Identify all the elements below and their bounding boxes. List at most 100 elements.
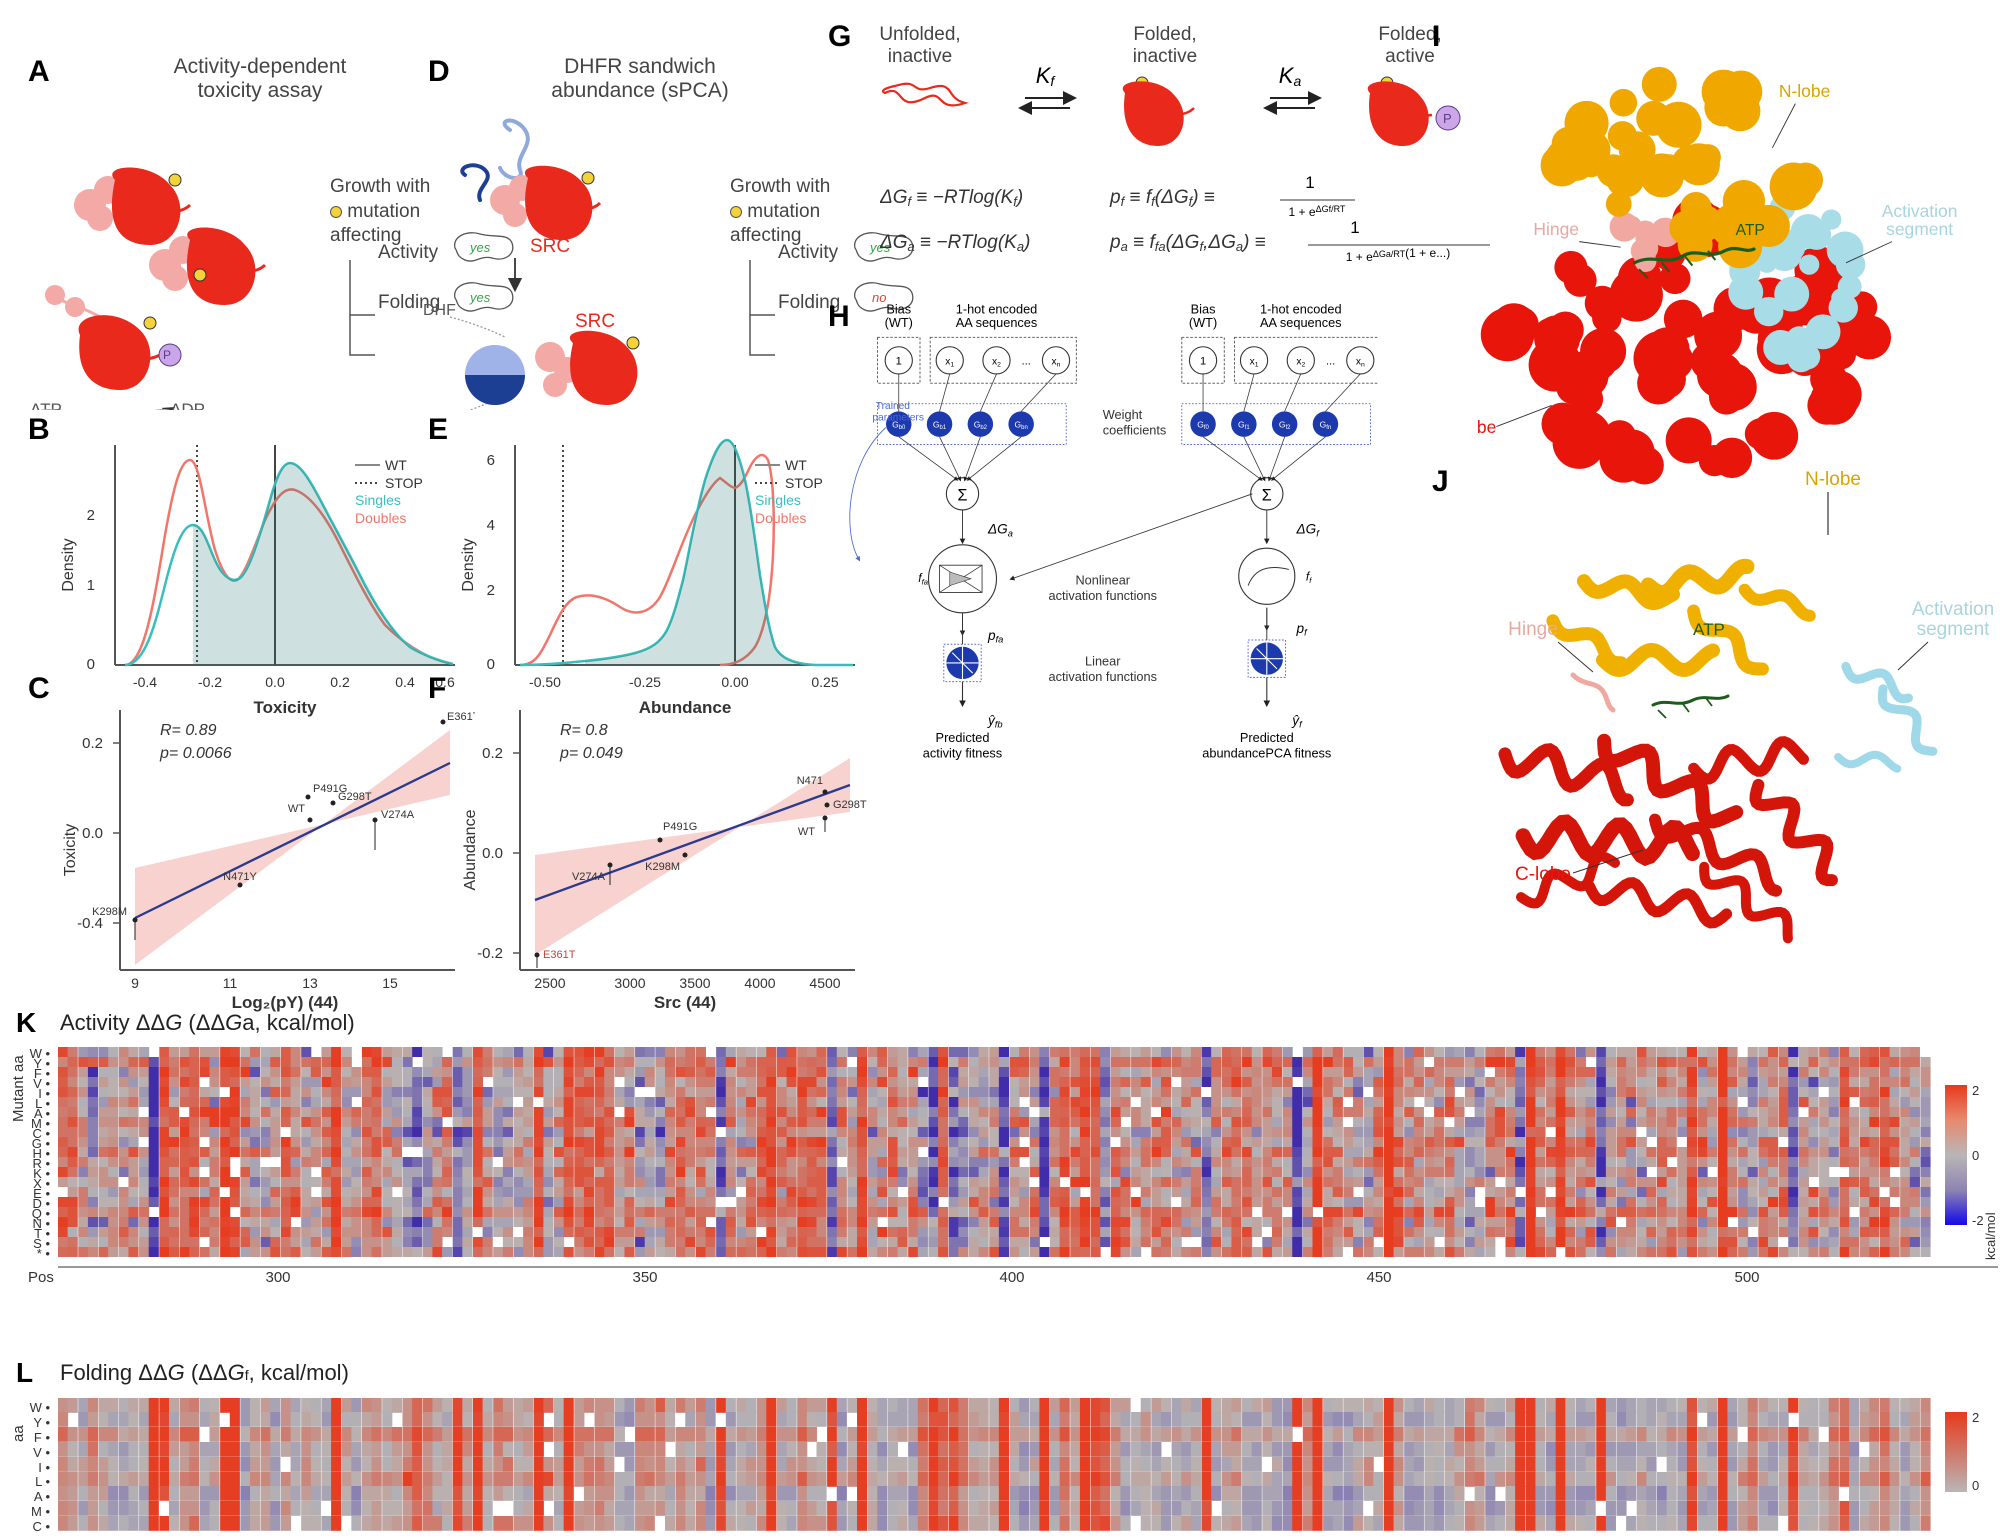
svg-text:...: ... [1022,356,1031,368]
svg-text:9: 9 [131,975,139,991]
svg-text:3000: 3000 [614,975,645,991]
svg-text:-0.25: -0.25 [629,674,661,690]
svg-text:2: 2 [1972,1083,1979,1098]
svg-text:Unfolded,: Unfolded, [880,24,961,45]
svg-text:1-hot encoded: 1-hot encoded [1260,302,1342,317]
svg-text:P: P [1443,111,1452,126]
svg-text:segment: segment [1886,219,1953,239]
svg-text:G298T: G298T [833,799,867,811]
svg-text:0.0: 0.0 [265,674,285,690]
svg-text:...: ... [1326,356,1335,368]
svg-text:WT: WT [798,826,815,838]
svg-text:1: 1 [87,577,95,594]
svg-text:0.0: 0.0 [482,845,503,862]
svg-text:p= 0.0066: p= 0.0066 [159,745,232,762]
svg-text:Σ: Σ [1262,487,1272,505]
svg-text:0.4: 0.4 [395,674,415,690]
svg-text:activation functions: activation functions [1049,588,1157,603]
svg-text:kcal/mol: kcal/mol [1983,1212,1998,1260]
svg-text:3500: 3500 [679,975,710,991]
svg-text:-0.2: -0.2 [198,674,222,690]
svg-text:ff: ff [1306,570,1312,586]
svg-text:1 + eΔGf/RT: 1 + eΔGf/RT [1289,204,1346,219]
svg-text:Linear: Linear [1085,654,1121,669]
svg-text:N471: N471 [797,775,823,787]
svg-text:WT: WT [385,457,407,473]
svg-text:2500: 2500 [534,975,565,991]
svg-text:Σ: Σ [958,487,968,505]
svg-text:K298M: K298M [92,906,127,918]
svg-text:ΔGa: ΔGa [987,522,1013,539]
svg-text:Trained: Trained [876,401,910,412]
svg-text:abundancePCA fitness: abundancePCA fitness [1202,745,1331,760]
svg-text:Nonlinear: Nonlinear [1075,573,1130,588]
svg-text:pf ≡ ff(ΔGf) ≡: pf ≡ ff(ΔGf) ≡ [1109,187,1215,209]
svg-text:Hinge: Hinge [1533,219,1579,239]
svg-text:ΔGf ≡ −RTlog(Kf): ΔGf ≡ −RTlog(Kf) [880,187,1023,209]
svg-text:Ka: Ka [1279,63,1302,89]
svg-text:-2: -2 [1972,1213,1984,1228]
svg-text:P: P [163,348,171,362]
svg-text:Activation: Activation [1912,599,1994,620]
svg-text:Weight: Weight [1103,407,1143,422]
svg-text:C-lobe: C-lobe [1515,864,1571,885]
svg-text:SRC: SRC [530,236,570,257]
svg-text:C-lobe: C-lobe [1478,417,1496,437]
svg-text:0.2: 0.2 [82,735,103,752]
svg-text:activation functions: activation functions [1049,669,1157,684]
svg-text:pf: pf [1296,621,1309,638]
svg-text:2: 2 [487,582,495,599]
svg-text:Bias: Bias [1191,302,1216,317]
svg-text:0: 0 [87,656,95,673]
svg-text:-0.4: -0.4 [133,674,157,690]
svg-text:2: 2 [87,507,95,524]
svg-text:0.00: 0.00 [721,674,748,690]
svg-text:Folded,: Folded, [1133,24,1196,45]
svg-text:1 + eΔGa/RT(1 + e...): 1 + eΔGa/RT(1 + e...) [1346,246,1450,264]
svg-text:Density: Density [460,538,477,591]
svg-text:SRC: SRC [575,311,615,332]
svg-text:inactive: inactive [1133,46,1197,67]
svg-text:Singles: Singles [755,492,801,508]
svg-text:0.2: 0.2 [330,674,350,690]
svg-text:1: 1 [1200,356,1206,368]
svg-text:Doubles: Doubles [755,510,806,526]
svg-text:p= 0.049: p= 0.049 [559,745,623,762]
svg-text:1: 1 [896,356,902,368]
svg-text:WT: WT [785,457,807,473]
svg-text:coefficients: coefficients [1103,422,1167,437]
svg-text:ATP: ATP [1693,620,1725,639]
svg-text:Toxicity: Toxicity [62,824,79,876]
svg-text:V274A: V274A [572,871,606,883]
svg-text:Predicted: Predicted [1240,730,1294,745]
svg-text:V274A: V274A [381,809,415,821]
svg-text:ŷfb: ŷfb [987,713,1003,730]
svg-text:R= 0.8: R= 0.8 [560,722,608,739]
svg-text:Doubles: Doubles [355,510,406,526]
svg-text:4000: 4000 [744,975,775,991]
svg-text:WT: WT [288,803,305,815]
svg-text:ΔGf: ΔGf [1296,522,1321,539]
svg-text:1: 1 [1305,173,1314,192]
svg-text:-0.50: -0.50 [529,674,561,690]
svg-text:Density: Density [60,538,77,591]
svg-text:0: 0 [487,656,495,673]
svg-text:0: 0 [1972,1148,1979,1163]
svg-text:Activation: Activation [1882,201,1958,221]
svg-text:Singles: Singles [355,492,401,508]
svg-text:0.0: 0.0 [82,825,103,842]
svg-text:P491G: P491G [663,821,697,833]
svg-text:AA sequences: AA sequences [1260,315,1342,330]
svg-text:Hinge: Hinge [1508,619,1558,640]
svg-text:R= 0.89: R= 0.89 [160,722,217,739]
svg-text:ATP: ATP [30,400,62,410]
svg-text:(WT): (WT) [885,315,913,330]
svg-text:E361T: E361T [543,949,576,961]
svg-text:4: 4 [487,517,495,534]
svg-text:N-lobe: N-lobe [1779,81,1830,101]
svg-text:0.2: 0.2 [482,745,503,762]
svg-text:segment: segment [1917,619,1991,640]
svg-text:-0.2: -0.2 [477,945,503,962]
svg-text:inactive: inactive [888,46,952,67]
svg-text:active: active [1385,46,1435,67]
